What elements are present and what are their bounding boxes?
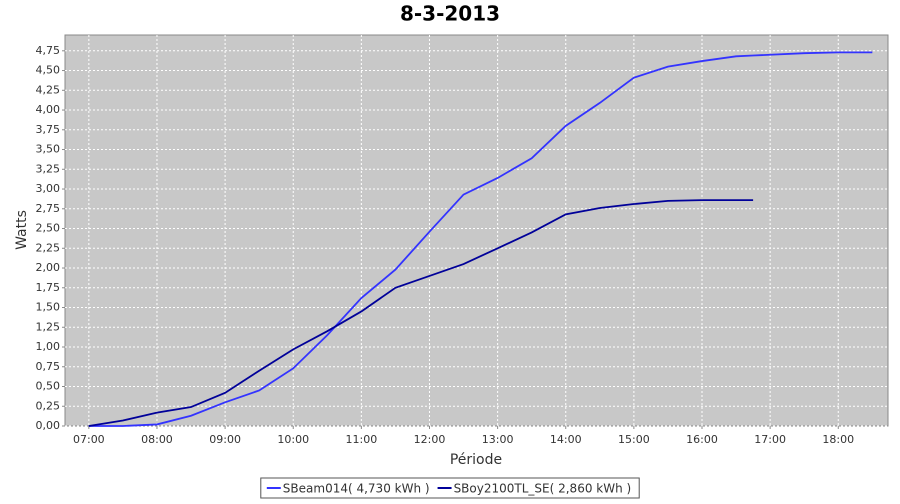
x-tick-label: 18:00 xyxy=(822,433,854,446)
x-tick-label: 07:00 xyxy=(73,433,105,446)
y-tick-label: 4,75 xyxy=(36,44,61,57)
x-tick-label: 08:00 xyxy=(141,433,173,446)
x-tick-label: 09:00 xyxy=(209,433,241,446)
x-tick-label: 17:00 xyxy=(754,433,786,446)
y-tick-label: 1,75 xyxy=(36,281,61,294)
y-tick-label: 4,25 xyxy=(36,83,61,96)
y-tick-label: 4,00 xyxy=(36,103,61,116)
chart-title: 8-3-2013 xyxy=(400,2,500,26)
x-tick-label: 12:00 xyxy=(414,433,446,446)
y-tick-label: 1,00 xyxy=(36,340,61,353)
y-tick-label: 1,25 xyxy=(36,320,61,333)
legend: SBeam014( 4,730 kWh ) SBoy2100TL_SE( 2,86… xyxy=(260,477,640,499)
y-tick-label: 4,50 xyxy=(36,64,61,77)
y-tick-label: 0,25 xyxy=(36,399,61,412)
y-tick-label: 0,50 xyxy=(36,380,61,393)
y-tick-label: 2,00 xyxy=(36,261,61,274)
x-tick-label: 16:00 xyxy=(686,433,718,446)
x-tick-label: 15:00 xyxy=(618,433,650,446)
x-tick-label: 14:00 xyxy=(550,433,582,446)
y-tick-label: 2,75 xyxy=(36,202,61,215)
y-tick-label: 2,25 xyxy=(36,241,61,254)
legend-label: SBeam014( 4,730 kWh ) xyxy=(283,482,430,496)
x-tick-label: 11:00 xyxy=(346,433,378,446)
y-tick-label: 3,25 xyxy=(36,162,61,175)
y-tick-label: 0,00 xyxy=(36,419,61,432)
x-tick-label: 13:00 xyxy=(482,433,514,446)
y-tick-label: 2,50 xyxy=(36,222,61,235)
y-axis-title: Watts xyxy=(14,210,30,250)
plot-area xyxy=(64,34,889,427)
y-tick-label: 3,50 xyxy=(36,143,61,156)
y-tick-label: 3,00 xyxy=(36,182,61,195)
y-tick-label: 0,75 xyxy=(36,360,61,373)
legend-label: SBoy2100TL_SE( 2,860 kWh ) xyxy=(454,482,632,496)
x-tick-label: 10:00 xyxy=(277,433,309,446)
series-line xyxy=(88,51,873,427)
y-tick-label: 3,75 xyxy=(36,123,61,136)
y-tick-label: 1,50 xyxy=(36,301,61,314)
x-axis-title: Période xyxy=(450,452,502,468)
series-line xyxy=(88,199,754,427)
